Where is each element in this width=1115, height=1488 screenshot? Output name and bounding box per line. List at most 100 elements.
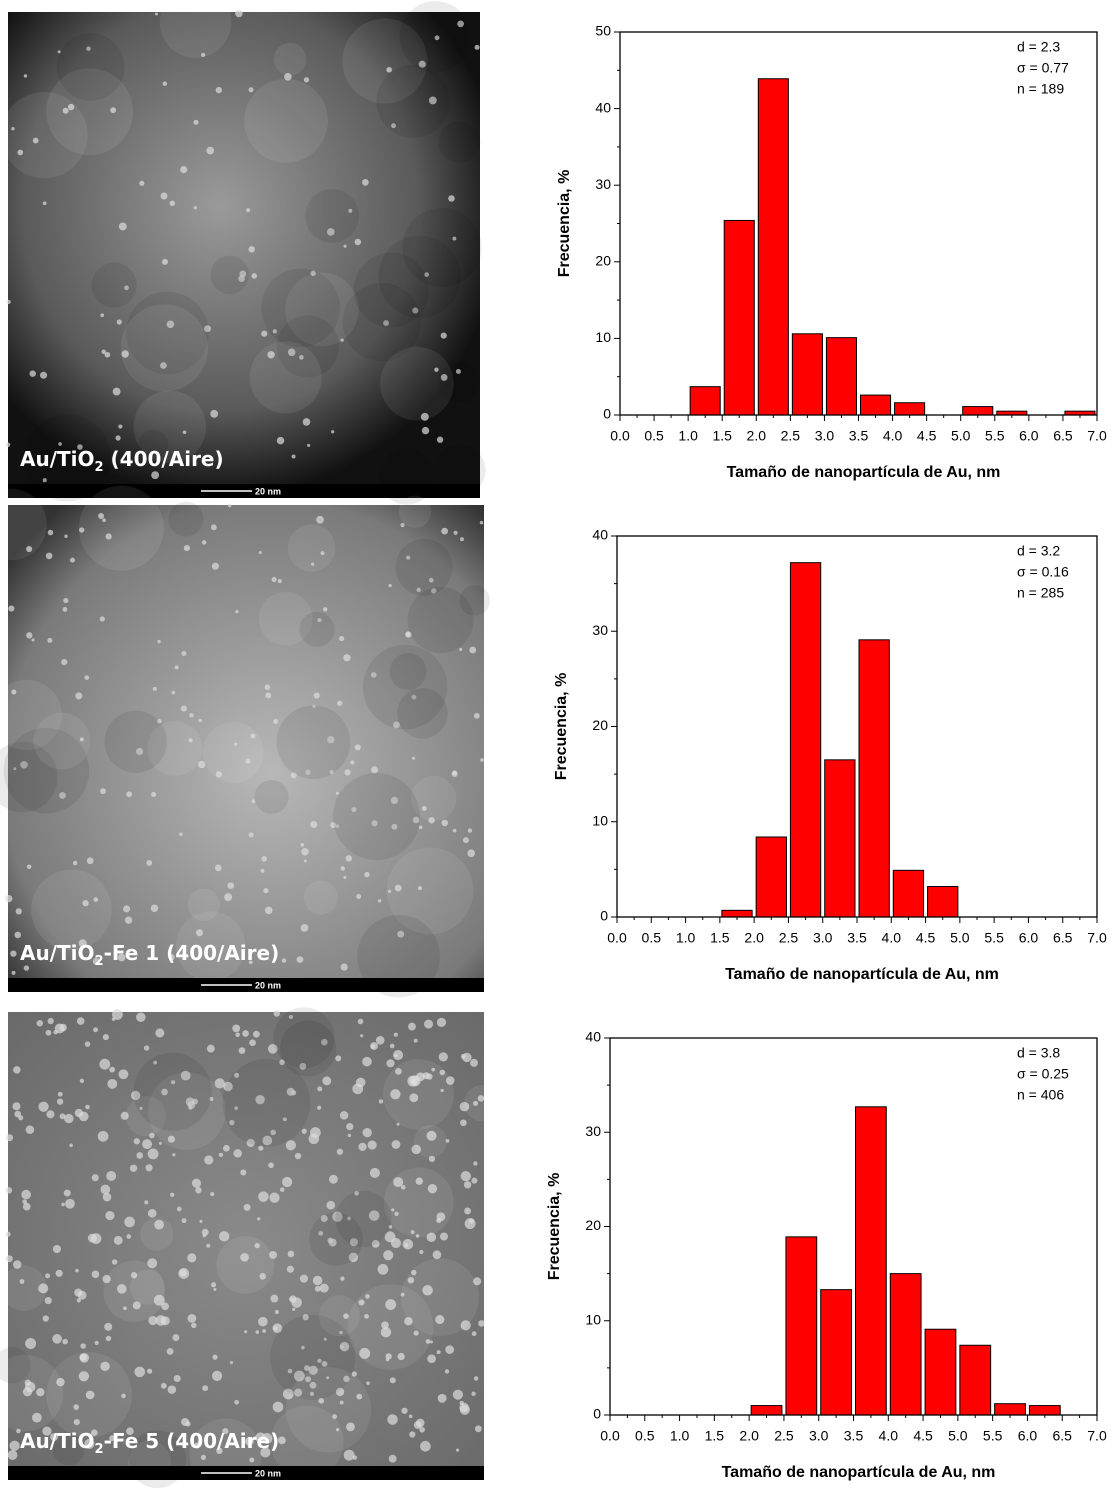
particle <box>160 1382 167 1389</box>
particle <box>91 1270 100 1279</box>
grain <box>353 252 429 328</box>
particle <box>445 1345 455 1354</box>
particle <box>10 950 17 957</box>
particle <box>198 718 202 723</box>
micrograph <box>8 505 484 992</box>
particle <box>391 1140 401 1149</box>
bar <box>959 1344 992 1416</box>
y-tick-label: 0 <box>603 406 611 422</box>
particle <box>339 1330 343 1335</box>
particle <box>409 1093 419 1103</box>
particle <box>187 1253 197 1263</box>
y-tick-label: 10 <box>592 812 608 828</box>
particle <box>44 1296 52 1305</box>
particle <box>260 868 265 873</box>
particle <box>251 273 258 279</box>
particle <box>412 756 416 760</box>
particle <box>473 1161 478 1166</box>
grain <box>133 1052 212 1131</box>
particle <box>215 86 222 94</box>
particle <box>76 1017 85 1025</box>
particle <box>204 1155 214 1165</box>
particle <box>301 1345 305 1350</box>
particle <box>445 1076 455 1085</box>
particle <box>168 954 175 961</box>
grain <box>398 495 432 528</box>
particle <box>299 355 304 360</box>
particle <box>77 1290 87 1300</box>
grain <box>140 1217 174 1251</box>
particle <box>152 686 157 691</box>
particle <box>23 74 28 78</box>
grain <box>438 121 481 164</box>
particle <box>185 1097 195 1107</box>
particle <box>312 1275 323 1286</box>
grain <box>397 688 448 739</box>
grain <box>103 1260 166 1323</box>
particle <box>238 275 245 282</box>
annotation: n = 189 <box>1017 81 1064 97</box>
particle <box>93 897 99 902</box>
image-label: Au/TiO2-Fe 5 (400/Aire) <box>20 1429 279 1458</box>
particle <box>300 843 305 847</box>
particle <box>269 1192 280 1203</box>
x-tick-label: 7.0 <box>1087 1428 1107 1444</box>
particle <box>206 146 215 155</box>
particle <box>130 1090 141 1101</box>
particle <box>385 1353 392 1360</box>
particle <box>248 87 254 93</box>
particle <box>166 1347 174 1355</box>
particle <box>62 1338 68 1345</box>
particle <box>452 236 457 241</box>
particle <box>285 1140 296 1151</box>
y-tick-label: 30 <box>595 176 611 192</box>
particle <box>413 1038 418 1043</box>
particle <box>335 1428 340 1432</box>
particle <box>25 1338 37 1350</box>
grain <box>270 1314 356 1400</box>
particle <box>332 1211 343 1222</box>
particle <box>320 1215 328 1223</box>
particle <box>52 1334 62 1344</box>
particle <box>124 916 133 924</box>
annotation: d = 3.8 <box>1017 1045 1060 1061</box>
grain <box>335 1190 392 1247</box>
particle <box>93 1027 99 1033</box>
particle <box>326 1200 336 1210</box>
particle <box>12 1102 21 1111</box>
particle <box>394 1053 398 1058</box>
particle <box>172 1334 180 1342</box>
particle <box>113 1235 123 1245</box>
particle <box>471 1177 478 1184</box>
particle <box>460 1119 467 1127</box>
particle <box>6 299 11 304</box>
particle <box>91 1429 98 1436</box>
x-tick-label: 5.0 <box>948 1428 968 1444</box>
particle <box>21 1189 31 1200</box>
particle <box>63 1189 71 1197</box>
particle <box>278 1436 286 1445</box>
particle <box>313 692 320 699</box>
particle <box>258 1191 269 1202</box>
particle <box>244 1437 254 1446</box>
x-tick-label: 2.0 <box>744 930 764 946</box>
grain <box>332 773 421 861</box>
particle <box>202 1385 209 1392</box>
particle <box>111 1017 116 1021</box>
particle <box>272 1401 284 1413</box>
particle <box>310 270 316 277</box>
grain <box>222 1058 311 1147</box>
grain <box>56 33 125 101</box>
particle <box>8 605 15 612</box>
label-part: Au/TiO <box>20 941 95 965</box>
y-axis-label: Frecuencia, % <box>546 1173 563 1281</box>
particle <box>55 1269 63 1277</box>
particle <box>415 1418 425 1428</box>
particle <box>358 1142 367 1151</box>
particle <box>319 1283 329 1293</box>
particle <box>301 848 309 856</box>
particle <box>307 443 311 447</box>
particle <box>441 527 449 535</box>
particle <box>32 137 39 144</box>
particle <box>110 107 117 114</box>
